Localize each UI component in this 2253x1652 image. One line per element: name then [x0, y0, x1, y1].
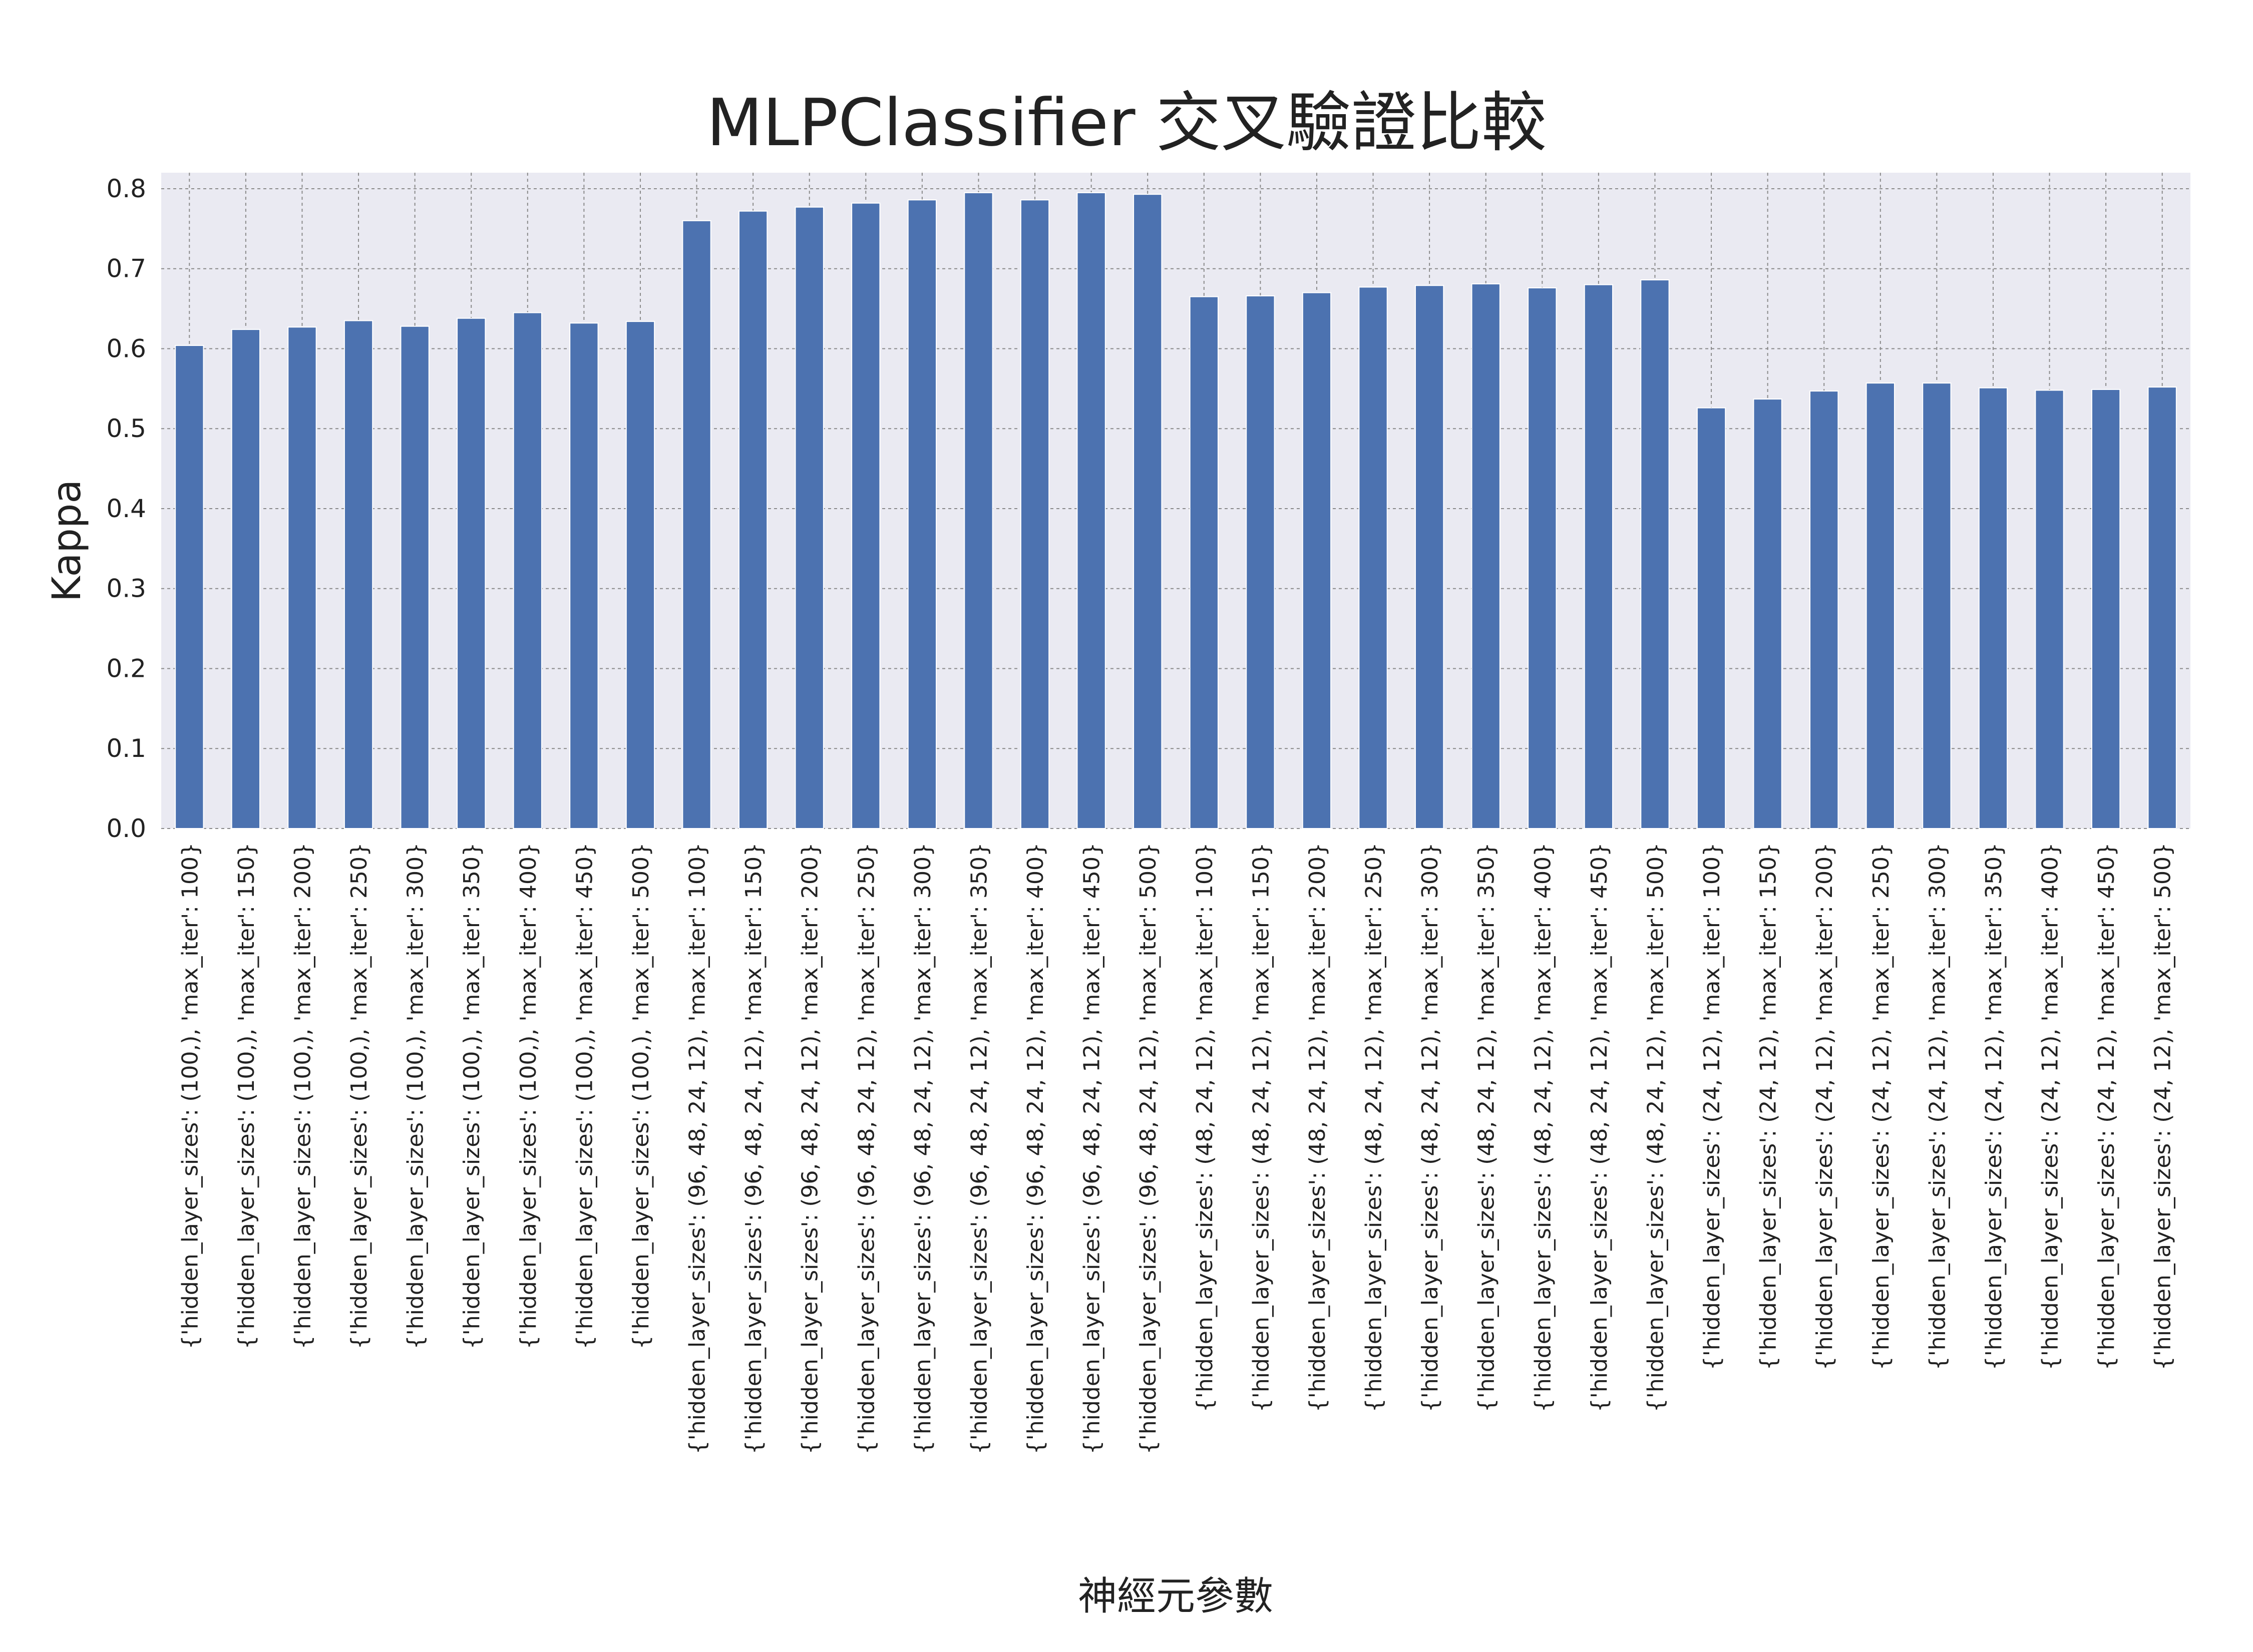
x-tick-label: {'hidden_layer_sizes': (96, 48, 24, 12),… — [1079, 843, 1105, 1454]
bar — [1584, 284, 1614, 829]
bar — [400, 325, 430, 829]
bar — [1528, 287, 1557, 829]
y-tick-label: 0.1 — [106, 734, 146, 763]
x-tick-label: {'hidden_layer_sizes': (48, 24, 12), 'ma… — [1643, 843, 1668, 1412]
x-tick-label: {'hidden_layer_sizes': (24, 12), 'max_it… — [2150, 843, 2176, 1370]
bar — [625, 321, 655, 829]
bar — [851, 202, 881, 830]
x-tick-label: {'hidden_layer_sizes': (100,), 'max_iter… — [628, 843, 654, 1349]
x-tick-label: {'hidden_layer_sizes': (48, 24, 12), 'ma… — [1417, 843, 1443, 1412]
x-tick-label: {'hidden_layer_sizes': (24, 12), 'max_it… — [1756, 843, 1781, 1370]
bar — [1246, 295, 1275, 829]
bars — [175, 192, 2177, 830]
x-tick-label: {'hidden_layer_sizes': (48, 24, 12), 'ma… — [1361, 843, 1387, 1412]
bar — [1753, 398, 1782, 829]
bar — [569, 322, 599, 829]
bar — [1133, 194, 1163, 829]
x-tick-label: {'hidden_layer_sizes': (24, 12), 'max_it… — [1699, 843, 1725, 1370]
y-tick-label: 0.6 — [106, 334, 146, 363]
bar — [457, 317, 486, 829]
x-tick-label: {'hidden_layer_sizes': (48, 24, 12), 'ma… — [1192, 843, 1218, 1412]
x-tick-label: {'hidden_layer_sizes': (100,), 'max_iter… — [346, 843, 372, 1349]
plot-area — [161, 173, 2190, 829]
bar — [1471, 283, 1500, 829]
y-axis-ticks: 0.0 0.1 0.2 0.3 0.4 0.5 0.6 0.7 0.8 — [106, 174, 146, 843]
y-tick-label: 0.5 — [106, 414, 146, 443]
bar — [1189, 296, 1219, 829]
x-tick-label: {'hidden_layer_sizes': (100,), 'max_iter… — [177, 843, 203, 1349]
x-tick-label: {'hidden_layer_sizes': (96, 48, 24, 12),… — [741, 843, 767, 1454]
x-tick-label: {'hidden_layer_sizes': (24, 12), 'max_it… — [1812, 843, 1837, 1370]
x-tick-label: {'hidden_layer_sizes': (48, 24, 12), 'ma… — [1248, 843, 1274, 1412]
x-tick-label: {'hidden_layer_sizes': (48, 24, 12), 'ma… — [1530, 843, 1556, 1412]
x-tick-label: {'hidden_layer_sizes': (48, 24, 12), 'ma… — [1474, 843, 1499, 1412]
bar — [513, 312, 542, 830]
x-tick-label: {'hidden_layer_sizes': (96, 48, 24, 12),… — [1023, 843, 1048, 1454]
bar — [287, 326, 317, 829]
bar — [2091, 388, 2121, 829]
x-tick-label: {'hidden_layer_sizes': (96, 48, 24, 12),… — [854, 843, 879, 1454]
x-tick-label: {'hidden_layer_sizes': (100,), 'max_iter… — [459, 843, 485, 1349]
bar — [1358, 286, 1388, 830]
bar — [1865, 382, 1895, 829]
bar — [1922, 382, 1952, 829]
chart-title: MLPClassifier 交叉驗證比較 — [706, 85, 1547, 161]
x-axis-ticks: {'hidden_layer_sizes': (100,), 'max_iter… — [177, 843, 2175, 1454]
x-tick-label: {'hidden_layer_sizes': (96, 48, 24, 12),… — [1136, 843, 1161, 1454]
bar — [343, 320, 373, 829]
x-tick-label: {'hidden_layer_sizes': (100,), 'max_iter… — [572, 843, 597, 1349]
y-tick-label: 0.7 — [106, 254, 146, 283]
x-tick-label: {'hidden_layer_sizes': (24, 12), 'max_it… — [1925, 843, 1950, 1370]
y-tick-label: 0.4 — [106, 494, 146, 523]
x-axis-label: 神經元參數 — [1078, 1574, 1273, 1619]
x-tick-label: {'hidden_layer_sizes': (100,), 'max_iter… — [290, 843, 315, 1349]
x-tick-label: {'hidden_layer_sizes': (100,), 'max_iter… — [403, 843, 429, 1349]
bar — [175, 345, 204, 829]
x-tick-label: {'hidden_layer_sizes': (24, 12), 'max_it… — [1981, 843, 2007, 1370]
y-axis-label: Kappa — [45, 480, 90, 602]
bar — [907, 199, 937, 830]
bar — [1302, 292, 1332, 829]
bar — [1414, 285, 1444, 829]
x-tick-label: {'hidden_layer_sizes': (48, 24, 12), 'ma… — [1587, 843, 1612, 1412]
bar — [964, 192, 993, 830]
y-tick-label: 0.8 — [106, 174, 146, 203]
bar — [2147, 386, 2177, 829]
bar — [1696, 407, 1726, 829]
x-tick-label: {'hidden_layer_sizes': (96, 48, 24, 12),… — [798, 843, 823, 1454]
bar — [738, 210, 768, 829]
x-tick-label: {'hidden_layer_sizes': (96, 48, 24, 12),… — [966, 843, 992, 1454]
bar — [795, 206, 824, 830]
x-tick-label: {'hidden_layer_sizes': (24, 12), 'max_it… — [2094, 843, 2119, 1370]
x-tick-label: {'hidden_layer_sizes': (24, 12), 'max_it… — [2038, 843, 2063, 1370]
bar — [231, 329, 261, 829]
bar — [2035, 389, 2064, 829]
y-tick-label: 0.0 — [106, 814, 146, 843]
y-tick-label: 0.3 — [106, 574, 146, 603]
bar — [1020, 199, 1050, 830]
bar — [1978, 387, 2008, 829]
y-tick-label: 0.2 — [106, 654, 146, 683]
bar — [1809, 390, 1839, 829]
x-tick-label: {'hidden_layer_sizes': (96, 48, 24, 12),… — [910, 843, 936, 1454]
bar — [682, 220, 711, 830]
x-tick-label: {'hidden_layer_sizes': (24, 12), 'max_it… — [1868, 843, 1894, 1370]
bar — [1640, 279, 1670, 830]
bar — [1076, 192, 1106, 830]
x-tick-label: {'hidden_layer_sizes': (100,), 'max_iter… — [516, 843, 541, 1349]
x-tick-label: {'hidden_layer_sizes': (100,), 'max_iter… — [234, 843, 259, 1349]
x-tick-label: {'hidden_layer_sizes': (48, 24, 12), 'ma… — [1305, 843, 1330, 1412]
x-tick-label: {'hidden_layer_sizes': (96, 48, 24, 12),… — [685, 843, 710, 1454]
